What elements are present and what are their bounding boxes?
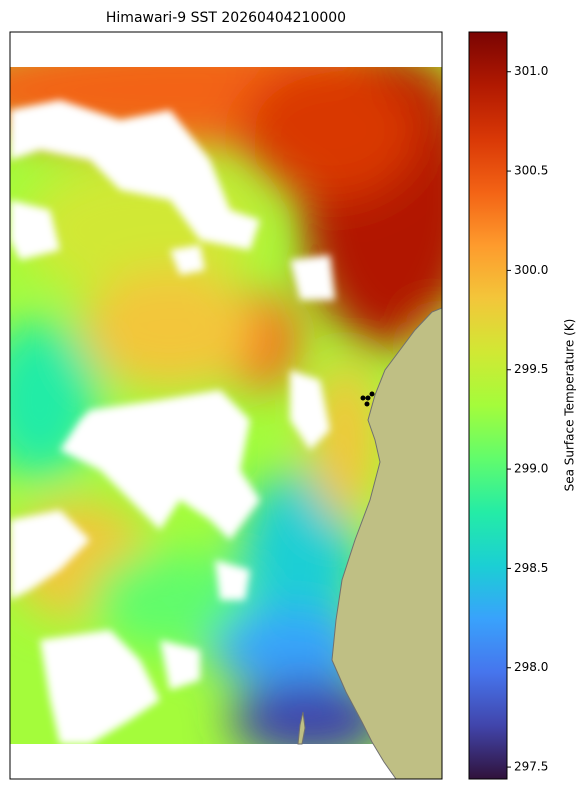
map-frame	[9, 31, 443, 780]
station-points	[360, 391, 375, 407]
colorbar-tick-label: 299.5	[514, 362, 548, 376]
colorbar-tick-label: 298.0	[514, 660, 548, 674]
point	[369, 391, 375, 397]
colorbar	[468, 31, 508, 780]
colorbar-tick-label: 301.0	[514, 64, 548, 78]
colorbar-tick-label: 300.5	[514, 164, 548, 178]
no-data	[10, 32, 442, 67]
colorbar-label: Sea Surface Temperature (K)	[563, 319, 577, 492]
colorbar-tick-label: 300.0	[514, 263, 548, 277]
sst-field	[10, 67, 442, 744]
no-data	[10, 744, 442, 779]
colorbar-tick-label: 298.5	[514, 561, 548, 575]
island	[297, 711, 306, 745]
point	[360, 395, 366, 401]
point	[364, 401, 370, 407]
cloud-gaps	[10, 100, 335, 744]
map-title: Himawari-9 SST 20260404210000	[106, 10, 346, 26]
point	[365, 395, 371, 401]
colorbar-tick-label: 297.5	[514, 760, 548, 774]
land	[331, 307, 442, 779]
colorbar-tick-label: 299.0	[514, 462, 548, 476]
